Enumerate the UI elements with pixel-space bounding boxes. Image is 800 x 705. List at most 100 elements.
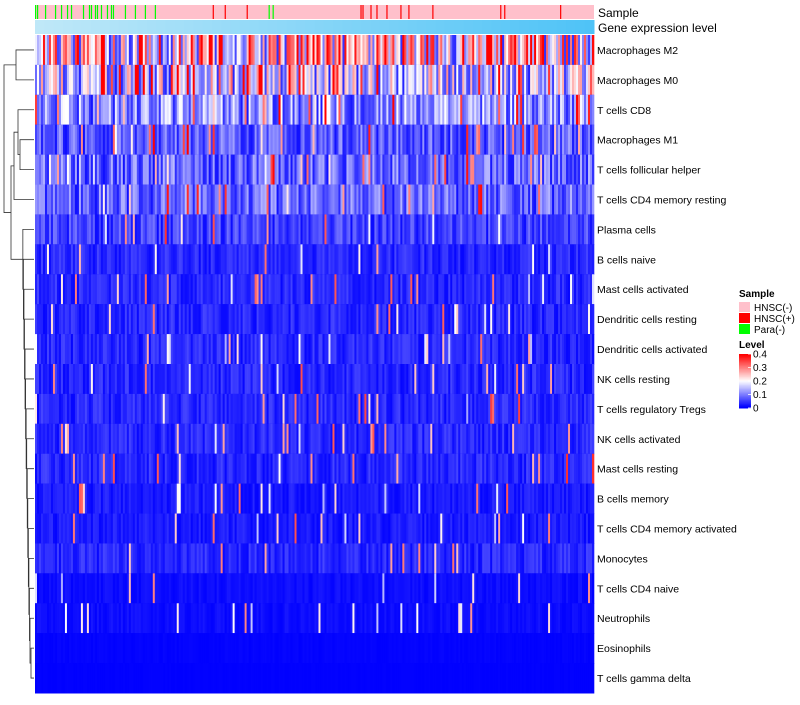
heatmap-cell — [136, 154, 140, 186]
dendrogram-branch — [30, 647, 34, 679]
heatmap-cell — [228, 184, 231, 215]
heatmap-cell — [556, 334, 559, 365]
heatmap-cell — [540, 334, 543, 365]
heatmap-cell — [586, 423, 589, 455]
heatmap-cell — [204, 453, 207, 485]
heatmap-cell — [178, 94, 182, 126]
heatmap-cell — [108, 214, 112, 245]
heatmap-cell — [522, 274, 525, 305]
heatmap-cell — [506, 154, 509, 186]
heatmap-cell — [386, 364, 389, 395]
heatmap-cell — [214, 423, 217, 455]
heatmap-cell — [198, 184, 202, 215]
heatmap-cell — [368, 543, 371, 574]
heatmap-cell — [460, 124, 463, 156]
heatmap-cell — [228, 64, 231, 96]
heatmap-cell — [188, 154, 192, 186]
heatmap-cell — [312, 304, 315, 335]
heatmap-cell — [438, 423, 441, 455]
heatmap-cell — [324, 124, 327, 156]
heatmap-cell — [46, 364, 50, 395]
heatmap-cell — [424, 393, 427, 425]
heatmap-cell — [510, 214, 513, 245]
heatmap-cell — [472, 154, 475, 186]
heatmap-cell — [344, 154, 347, 186]
heatmap-cell — [232, 124, 235, 156]
heatmap-cell — [484, 184, 487, 215]
heatmap-cell — [330, 64, 333, 96]
heatmap-cell — [352, 334, 355, 365]
heatmap-cell — [238, 124, 241, 156]
heatmap-cell — [500, 64, 503, 96]
heatmap-cell — [512, 513, 515, 544]
heatmap-cell — [408, 364, 411, 395]
heatmap-cell — [294, 35, 297, 66]
heatmap-cell — [424, 513, 427, 544]
heatmap-cell — [264, 423, 267, 455]
heatmap-cell — [264, 214, 267, 245]
heatmap-cell — [446, 304, 449, 335]
heatmap-cell — [350, 274, 353, 305]
heatmap-cell — [238, 244, 241, 275]
heatmap-cell — [194, 154, 198, 186]
heatmap-cell — [138, 214, 142, 245]
heatmap-cell — [328, 184, 331, 215]
heatmap-cell — [310, 274, 313, 305]
heatmap-cell — [134, 124, 138, 156]
heatmap-cell — [544, 513, 547, 544]
heatmap-cell — [144, 94, 148, 126]
heatmap-cell — [80, 274, 84, 305]
heatmap-cell — [210, 334, 213, 365]
heatmap-cell — [46, 543, 50, 574]
heatmap-cell — [508, 274, 511, 305]
heatmap-cell — [44, 244, 48, 275]
heatmap-cell — [446, 364, 449, 395]
heatmap-cell — [308, 214, 311, 245]
heatmap-cell — [60, 154, 64, 186]
heatmap-cell — [272, 124, 275, 156]
heatmap-cell — [534, 244, 537, 275]
heatmap-cell — [526, 154, 529, 186]
heatmap-cell — [430, 304, 433, 335]
heatmap-cell — [412, 453, 415, 485]
heatmap-cell — [144, 483, 148, 515]
heatmap-cell — [176, 423, 180, 455]
heatmap-cell — [110, 184, 114, 215]
heatmap-cell — [144, 423, 148, 455]
heatmap-cell — [582, 304, 585, 335]
heatmap-cell — [174, 154, 178, 186]
heatmap-cell — [194, 543, 198, 574]
heatmap-cell — [100, 513, 104, 544]
heatmap-cell — [534, 64, 537, 96]
heatmap-cell — [394, 393, 397, 425]
heatmap-cell — [570, 35, 573, 66]
heatmap-cell — [44, 543, 48, 574]
heatmap-cell — [90, 453, 94, 485]
heatmap-cell — [296, 154, 299, 186]
heatmap-cell — [88, 543, 92, 574]
heatmap-cell — [494, 483, 497, 515]
heatmap-cell — [414, 274, 417, 305]
heatmap-cell — [398, 244, 401, 275]
heatmap-cell — [592, 393, 595, 425]
heatmap-cell — [206, 124, 209, 156]
heatmap-row — [35, 513, 595, 544]
heatmap-cell — [204, 244, 207, 275]
heatmap-cell — [98, 214, 102, 245]
heatmap-cell — [340, 35, 343, 66]
heatmap-cell — [580, 364, 583, 395]
heatmap-cell — [312, 334, 315, 365]
heatmap-cell — [302, 423, 305, 455]
heatmap-cell — [40, 214, 44, 245]
heatmap-cell — [372, 154, 375, 186]
heatmap-cell — [576, 364, 579, 395]
heatmap-cell — [240, 244, 243, 275]
heatmap-cell — [188, 483, 192, 515]
heatmap-cell — [282, 483, 285, 515]
heatmap-cell — [176, 364, 180, 395]
heatmap-cell — [154, 94, 158, 126]
heatmap-cell — [396, 393, 399, 425]
heatmap-cell — [112, 94, 116, 126]
heatmap-cell — [286, 154, 289, 186]
heatmap-cell — [278, 543, 281, 574]
